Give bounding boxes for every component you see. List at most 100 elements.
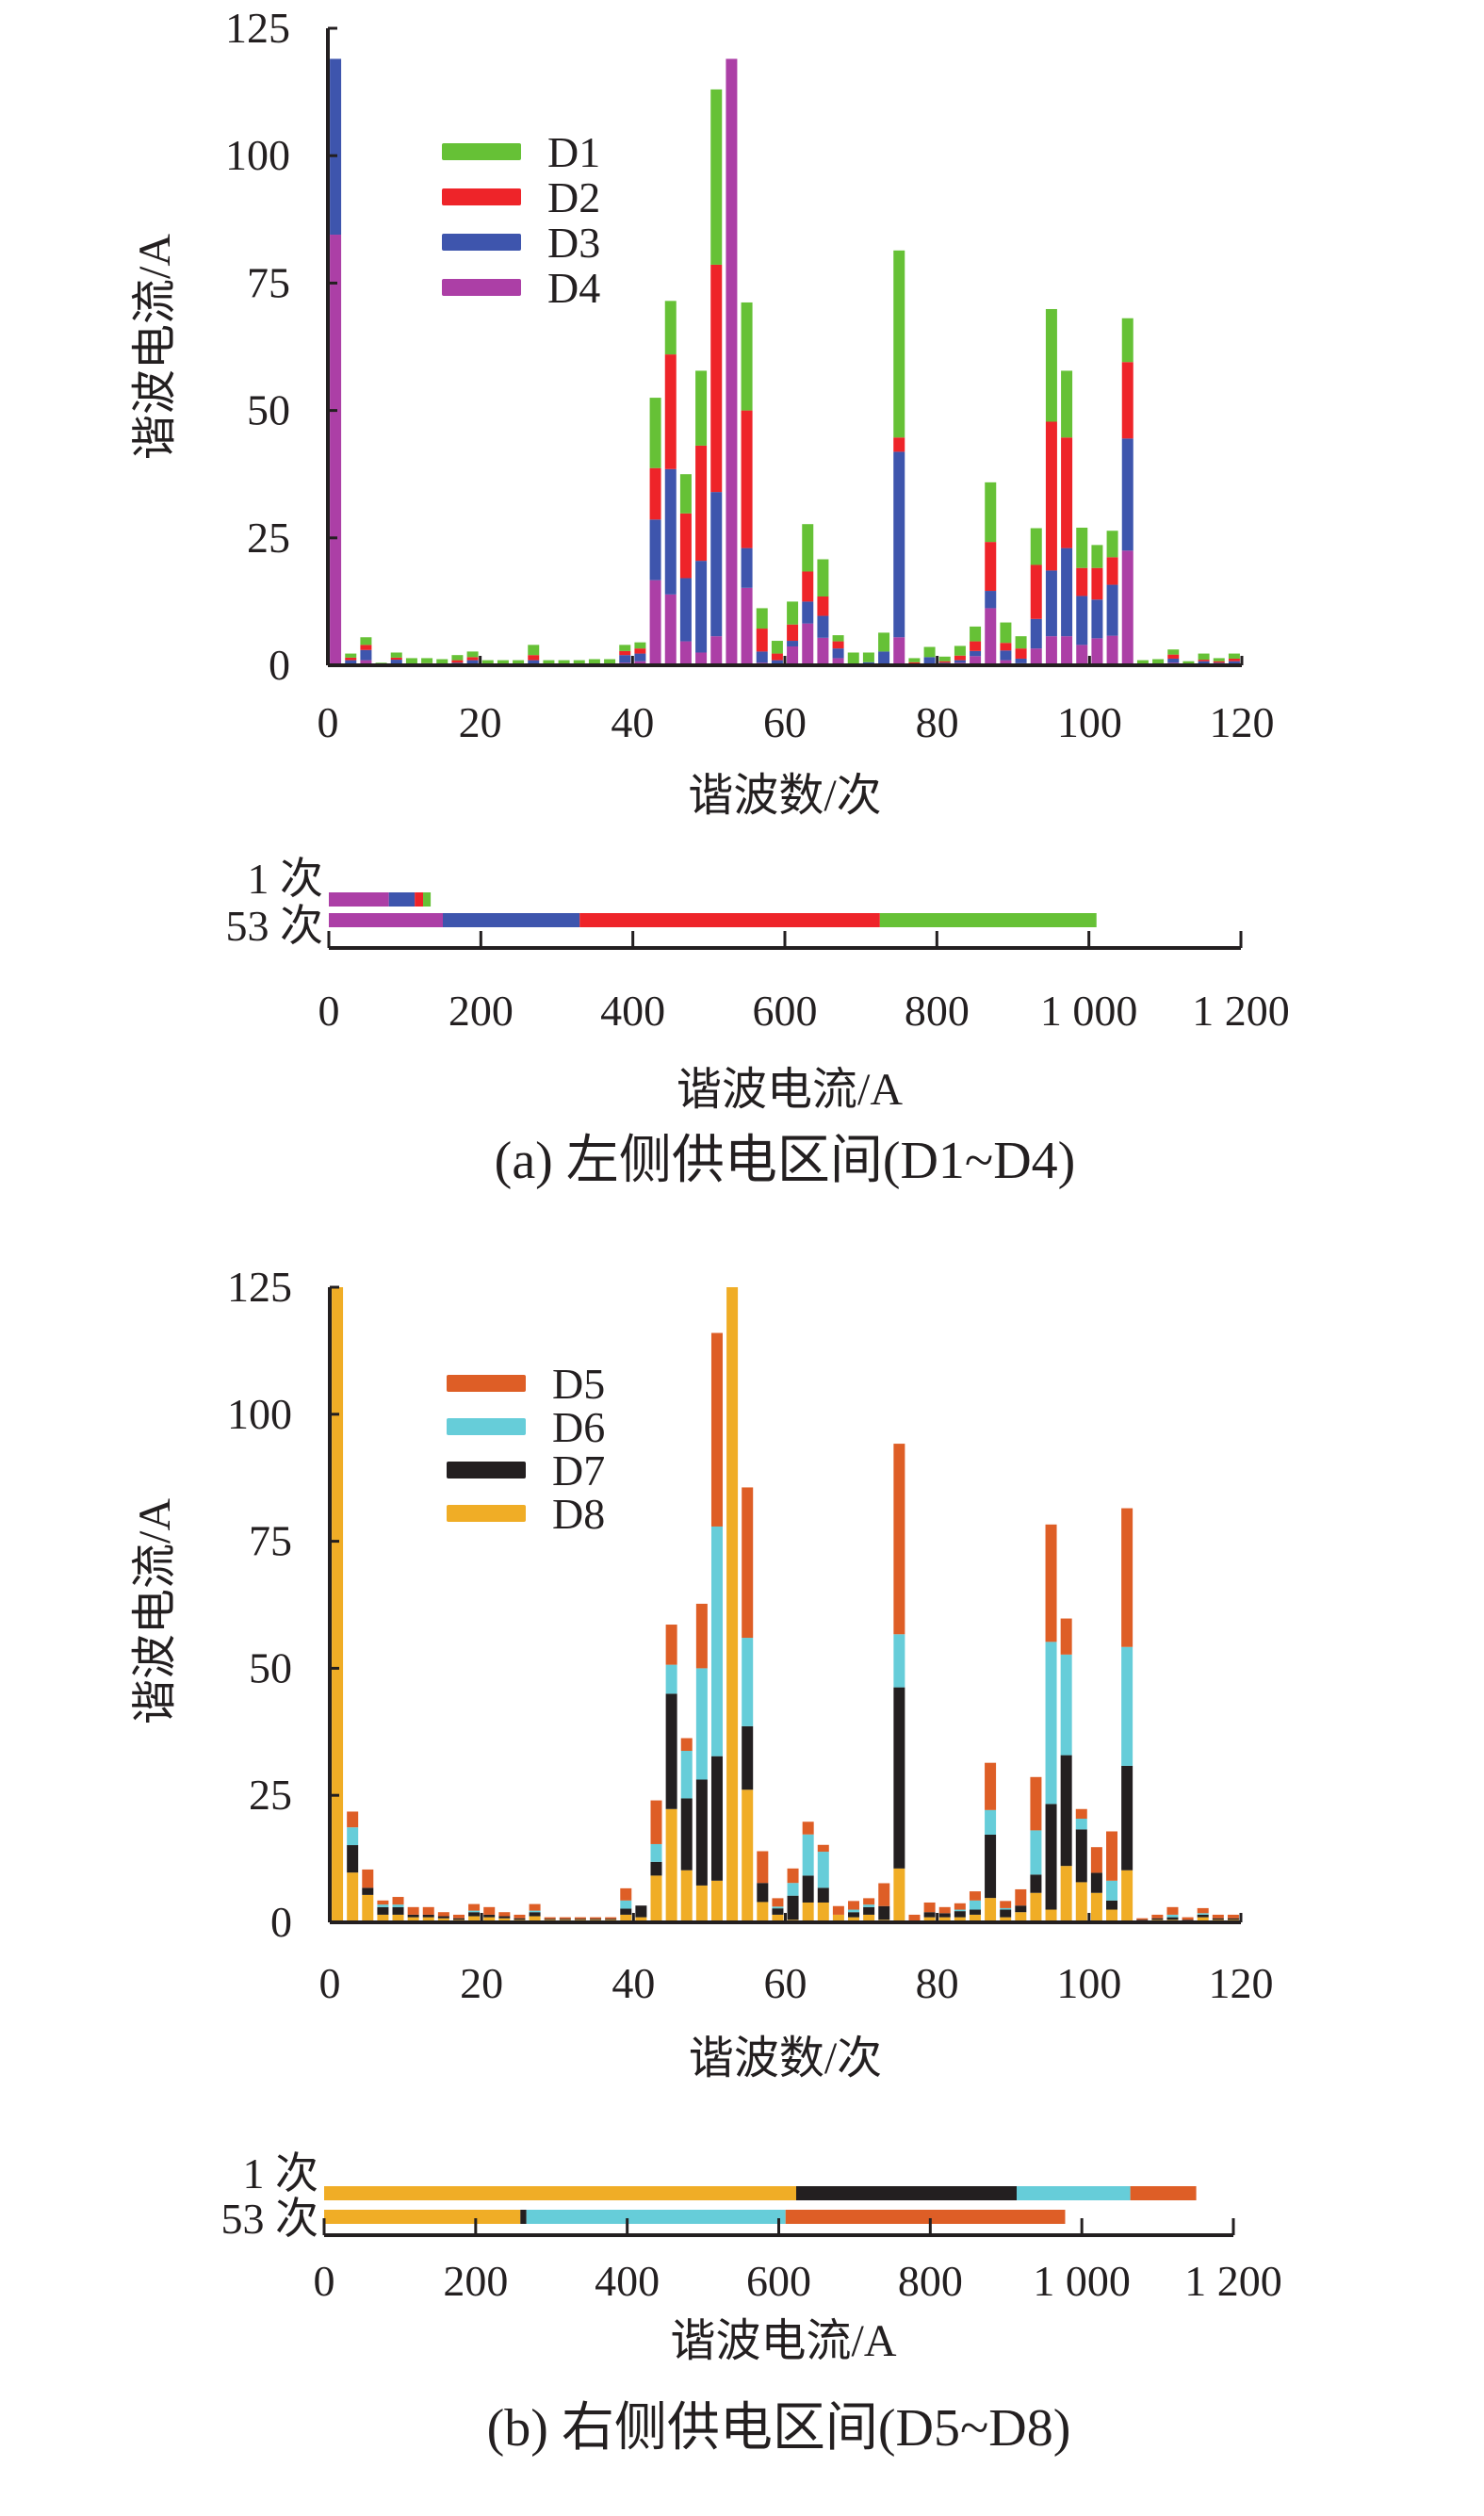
hbar-D5-h53 (785, 2210, 1066, 2224)
bar-D7-h41 (635, 1905, 647, 1918)
bar-D6-h7 (377, 1904, 389, 1907)
bar-D2-h65 (817, 596, 829, 616)
bar-D1-h45 (664, 301, 677, 355)
bar-D5-h89 (1000, 1901, 1012, 1908)
x-tick-label: 60 (764, 1959, 807, 2007)
x-tick-label: 60 (763, 698, 807, 746)
bar-D2-h115 (1198, 660, 1210, 662)
bar-D3-h111 (1167, 658, 1180, 663)
x-axis-title: 谐波电流/A (670, 2316, 896, 2366)
bar-D7-h87 (985, 1834, 997, 1899)
bar-D6-h71 (863, 1904, 875, 1907)
bar-D1-h117 (1213, 658, 1225, 662)
bar-D2-h5 (360, 645, 372, 650)
y-tick-label: 100 (225, 131, 290, 179)
bar-D5-h61 (787, 1868, 799, 1884)
y-tick-label: 50 (249, 1643, 292, 1691)
bar-D7-h59 (772, 1908, 784, 1915)
bar-D2-h19 (466, 657, 479, 661)
bar-D6-h93 (1030, 1830, 1042, 1875)
bar-D1-h47 (679, 474, 692, 514)
x-tick-label: 0 (319, 1959, 341, 2007)
bar-D3-h91 (1015, 658, 1027, 663)
bar-D7-h101 (1090, 1872, 1102, 1893)
bar-D3-h9 (390, 660, 402, 664)
hbar-D2-h53 (579, 913, 880, 927)
bar-D1-h51 (710, 89, 723, 265)
bar-D8-h13 (422, 1917, 434, 1922)
bar-D6-h9 (392, 1904, 404, 1907)
bar-D5-h17 (452, 1914, 465, 1919)
hbar-D3-h1 (388, 892, 416, 907)
bar-D6-h45 (665, 1664, 677, 1694)
bar-D2-h55 (741, 410, 753, 548)
bar-D7-h55 (742, 1725, 754, 1790)
bar-D5-h93 (1030, 1776, 1042, 1831)
bar-D3-h89 (1000, 650, 1012, 661)
bar-D6-h43 (650, 1843, 662, 1862)
bar-D3-h51 (710, 492, 723, 637)
bar-D7-h15 (437, 1916, 449, 1919)
bar-D2-h63 (802, 571, 814, 602)
bar-D1-h49 (695, 370, 708, 446)
bar-D7-h71 (863, 1906, 875, 1915)
x-tick-label: 40 (612, 1959, 655, 2007)
bar-D8-h49 (695, 1885, 708, 1922)
x-tick-label: 1 000 (1033, 2257, 1131, 2305)
bar-D5-h39 (620, 1887, 632, 1901)
bar-D2-h95 (1045, 421, 1057, 571)
bar-D1-h59 (771, 641, 783, 654)
bar-D1-h91 (1015, 636, 1027, 649)
bar-D5-h25 (514, 1914, 526, 1919)
bar-D2-h103 (1106, 557, 1118, 585)
bar-D5-h111 (1166, 1906, 1179, 1915)
bar-D4-h43 (649, 580, 661, 665)
x-tick-label: 200 (448, 987, 514, 1035)
chart-panel-b-summary: 1 次53 次 0 200 400 600 800 1 000 1 200 谐波电流/A (b) … (221, 2149, 1282, 2458)
bar-D7-h43 (650, 1861, 662, 1876)
x-axis-title: 谐波电流/A (677, 1065, 903, 1115)
bar-D7-h93 (1030, 1874, 1042, 1893)
bar-D3-h27 (528, 660, 540, 664)
bar-D1-h13 (421, 658, 433, 663)
bar-D1-h107 (1136, 660, 1149, 664)
bar-D4-h47 (679, 641, 692, 665)
bar-D4-h45 (664, 594, 677, 665)
y-tick-label: 25 (247, 514, 290, 562)
hbar-D4-h53 (329, 913, 443, 927)
bar-D6-h59 (772, 1906, 784, 1909)
bar-D5-h83 (954, 1903, 966, 1910)
hbar-D8-h53 (324, 2210, 521, 2224)
bar-D5-h55 (742, 1487, 754, 1639)
bar-D6-h99 (1075, 1819, 1087, 1830)
bar-D2-h101 (1091, 567, 1103, 600)
y-tick-label: 75 (247, 258, 290, 306)
bar-D6-h61 (787, 1883, 799, 1896)
bar-D6-h69 (848, 1909, 860, 1913)
bar-D4-h65 (817, 637, 829, 665)
bar-D6-h63 (802, 1834, 814, 1876)
bar-D3-h101 (1091, 599, 1103, 639)
bar-D7-h33 (574, 1919, 586, 1920)
bar-D1-h5 (360, 637, 372, 645)
bar-D2-h39 (619, 650, 631, 656)
bar-D3-h75 (893, 451, 905, 638)
bar-D3-h39 (619, 655, 631, 663)
bar-D5-h5 (362, 1869, 374, 1888)
x-axis-title: 谐波数/次 (689, 2034, 882, 2083)
bar-D6-h83 (954, 1909, 966, 1912)
bar-D2-h67 (832, 641, 844, 649)
bar-D2-h93 (1030, 564, 1042, 619)
x-tick-label: 120 (1210, 698, 1275, 746)
bar-D7-h65 (817, 1887, 829, 1903)
bar-D3-h65 (817, 615, 829, 638)
x-tick-label: 80 (916, 1959, 959, 2007)
bar-D7-h111 (1166, 1917, 1179, 1920)
x-tick-label: 20 (460, 1959, 503, 2007)
bar-D8-h71 (863, 1914, 875, 1922)
bar-D1-h99 (1076, 527, 1088, 568)
bar-D8-h89 (1000, 1917, 1012, 1922)
bar-D2-h47 (679, 513, 692, 579)
bar-D2-h57 (756, 629, 768, 652)
